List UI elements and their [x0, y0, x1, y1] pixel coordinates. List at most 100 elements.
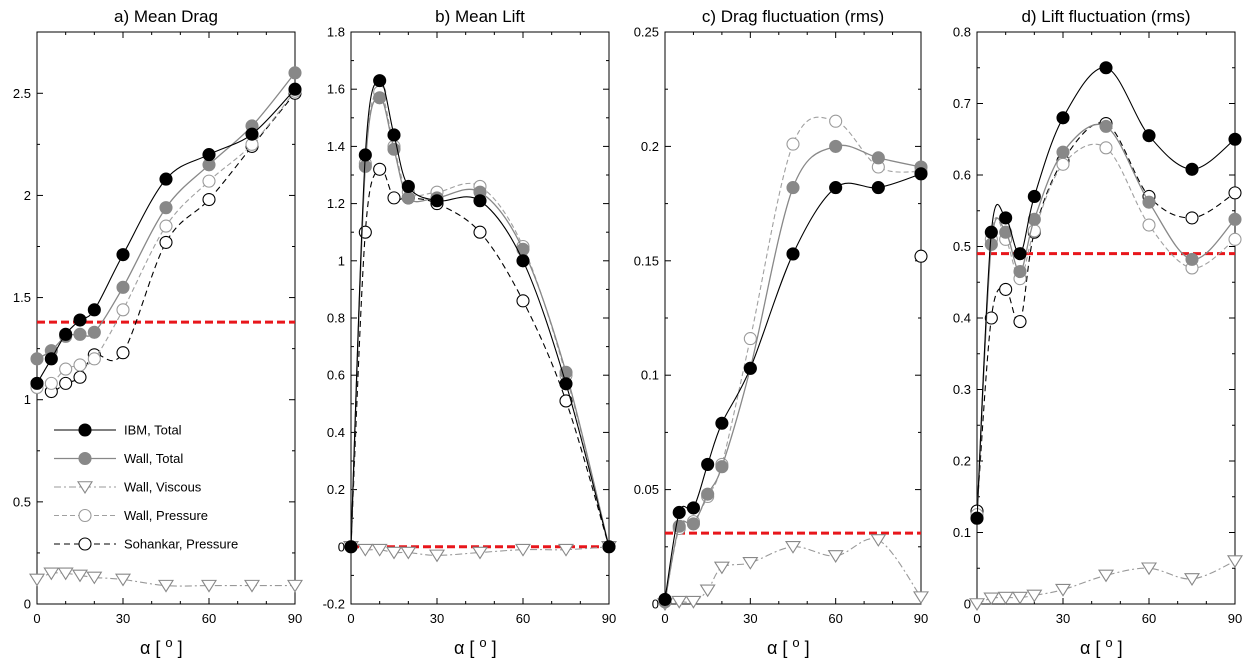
- data-point: [373, 162, 387, 176]
- data-point: [86, 571, 103, 585]
- panel-3: c) Drag fluctuation (rms) 0 0.05 0.1 0.15 0.2…: [634, 7, 929, 658]
- y-tick-label: 2: [24, 188, 31, 203]
- data-point: [357, 543, 374, 557]
- y-tick-label: 0.5: [953, 239, 971, 254]
- legend-marker: [78, 508, 92, 523]
- series-line: [665, 173, 921, 600]
- y-tick-label: 0.8: [327, 311, 345, 326]
- chart-title: a) Mean Drag: [114, 7, 218, 26]
- data-point: [516, 294, 530, 308]
- data-point: [829, 181, 843, 195]
- data-point: [1185, 162, 1199, 176]
- y-tick-label: 0.3: [953, 382, 971, 397]
- data-point: [159, 201, 173, 215]
- data-point: [658, 592, 672, 606]
- y-tick-label: 1.6: [327, 82, 345, 97]
- legend-label: Wall, Total: [124, 451, 183, 466]
- chart-title: d) Lift fluctuation (rms): [1021, 7, 1190, 26]
- y-tick-label: 0.2: [953, 454, 971, 469]
- data-point: [73, 370, 87, 384]
- data-point: [983, 592, 1000, 606]
- data-point: [1141, 562, 1157, 576]
- data-point: [429, 549, 445, 563]
- data-point: [829, 139, 843, 153]
- y-tick-label: 0: [652, 597, 659, 612]
- series-line: [37, 90, 295, 388]
- data-point: [1228, 186, 1242, 200]
- data-point: [1013, 315, 1027, 329]
- legend-marker: [78, 451, 92, 466]
- data-point: [999, 211, 1013, 225]
- data-point: [970, 511, 984, 525]
- series-line: [351, 80, 609, 547]
- data-point: [344, 540, 358, 554]
- data-point: [1027, 189, 1041, 203]
- x-tick-label: 90: [1228, 611, 1242, 626]
- data-point: [559, 394, 573, 408]
- data-point: [672, 505, 686, 520]
- data-point: [116, 280, 130, 294]
- data-point: [201, 579, 217, 593]
- data-point: [558, 543, 574, 557]
- data-point: [1098, 569, 1114, 583]
- series-line: [37, 72, 295, 360]
- data-point: [786, 181, 800, 195]
- data-point: [401, 179, 415, 193]
- data-point: [400, 546, 417, 560]
- data-point: [1099, 119, 1113, 133]
- data-point: [358, 148, 372, 162]
- data-point: [158, 579, 174, 593]
- data-point: [914, 249, 928, 263]
- data-point: [914, 167, 928, 181]
- data-point: [913, 591, 929, 605]
- x-tick-label: 30: [116, 611, 130, 626]
- data-point: [73, 313, 87, 327]
- x-tick-label: 0: [973, 611, 980, 626]
- data-point: [244, 579, 260, 593]
- series-line: [351, 97, 609, 547]
- data-point: [473, 194, 487, 208]
- panel-2: b) Mean Lift-0.200.20.40.60.811.21.41.61…: [323, 7, 617, 658]
- data-point: [401, 191, 415, 205]
- x-tick-label: 60: [1142, 611, 1156, 626]
- data-point: [984, 237, 998, 251]
- data-point: [1184, 573, 1200, 586]
- plot-frame: [664, 31, 922, 605]
- plot-frame: [36, 31, 296, 605]
- x-tick-label: 90: [914, 611, 928, 626]
- data-point: [1228, 132, 1242, 146]
- series-line: [665, 116, 921, 602]
- legend-marker: [78, 423, 92, 437]
- data-point: [57, 567, 74, 581]
- y-tick-label: 0.6: [953, 168, 971, 183]
- data-point: [686, 517, 700, 531]
- data-point: [373, 91, 387, 105]
- data-point: [685, 595, 702, 609]
- legend-label: Wall, Viscous: [124, 480, 202, 495]
- y-tick-label: 0: [964, 597, 971, 612]
- data-point: [1056, 111, 1070, 125]
- legend-label: IBM, Total: [124, 423, 182, 438]
- data-point: [516, 242, 530, 256]
- x-axis-label: α [ o ]: [1080, 635, 1123, 658]
- data-point: [43, 567, 60, 581]
- series-line: [351, 546, 609, 556]
- data-point: [30, 352, 44, 366]
- data-point: [44, 376, 58, 390]
- data-point: [1185, 211, 1199, 225]
- x-tick-label: 90: [602, 611, 616, 626]
- data-point: [871, 151, 885, 165]
- data-point: [1142, 218, 1156, 232]
- data-point: [984, 311, 998, 325]
- data-point: [386, 546, 402, 560]
- y-tick-label: 0.2: [327, 482, 345, 497]
- data-point: [743, 332, 757, 346]
- data-point: [743, 361, 757, 375]
- legend-marker: [78, 537, 92, 551]
- chart-title: b) Mean Lift: [435, 7, 525, 26]
- data-point: [202, 174, 216, 188]
- data-point: [701, 487, 715, 501]
- legend-label: Sohankar, Pressure: [124, 537, 238, 552]
- data-point: [671, 595, 688, 609]
- data-point: [785, 540, 801, 554]
